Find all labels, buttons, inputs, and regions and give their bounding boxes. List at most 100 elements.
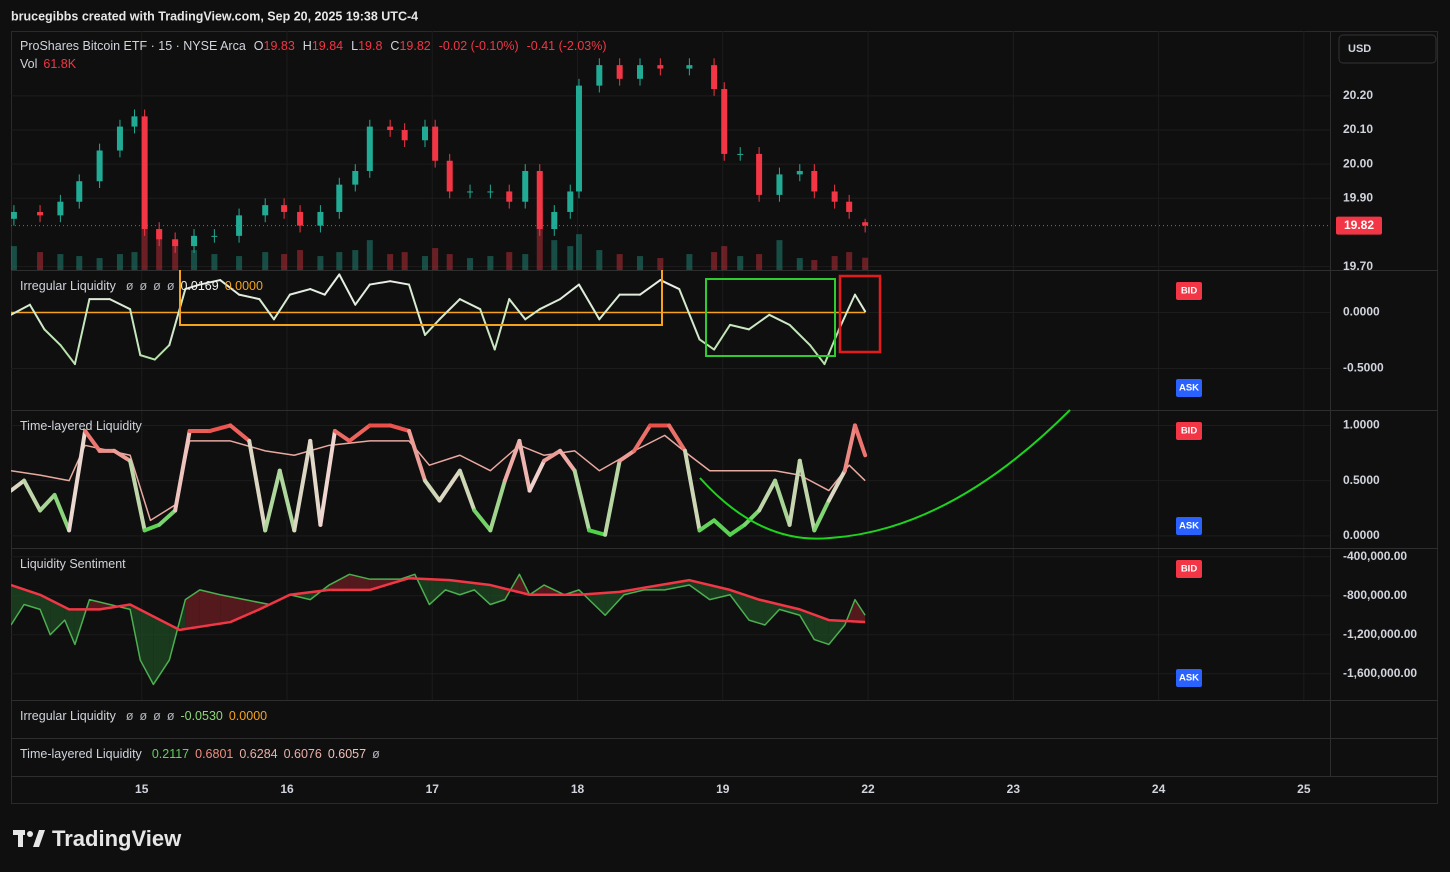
currency-box[interactable] xyxy=(1338,34,1437,64)
legend-title: Time-layered Liquidity xyxy=(20,747,143,761)
x-tick-label: 25 xyxy=(1297,782,1311,796)
ohlc-value: 19.8 xyxy=(358,39,382,53)
candle-body xyxy=(116,126,123,151)
ohlc-key: C xyxy=(390,39,399,53)
line-segment xyxy=(153,344,171,361)
area-fill xyxy=(474,583,491,605)
last-price-badge xyxy=(1336,216,1382,235)
volume-bar xyxy=(131,252,138,270)
line-segment xyxy=(524,308,541,321)
volume-bar xyxy=(536,210,543,270)
legend-value: ø xyxy=(153,279,161,293)
line-segment xyxy=(263,468,282,533)
side-badge-label: BID xyxy=(1181,564,1198,575)
volume-bar xyxy=(711,252,718,270)
candle-body xyxy=(336,184,343,212)
volume-bar xyxy=(37,252,44,270)
volume-bar xyxy=(467,258,474,270)
candle-body xyxy=(366,126,373,171)
line-segment xyxy=(407,428,428,483)
y-tick-label: -1,600,000.00 xyxy=(1343,666,1417,680)
area-fill xyxy=(89,599,110,610)
line-segment xyxy=(842,423,857,473)
candle-body xyxy=(636,65,643,79)
candle-body xyxy=(131,116,138,127)
volume-bar xyxy=(281,254,288,270)
line-segment xyxy=(292,438,313,533)
line-segment xyxy=(11,478,27,493)
line-segment xyxy=(389,280,411,286)
volume-bar xyxy=(862,257,869,270)
y-tick-label: 1.0000 xyxy=(1343,418,1380,432)
line-segment xyxy=(11,303,31,316)
volume-bar xyxy=(352,250,359,270)
line-segment xyxy=(208,423,233,433)
candle-body xyxy=(721,89,728,154)
candle-body xyxy=(536,170,543,230)
legend-value: 0.6801 xyxy=(195,747,233,761)
candle-body xyxy=(96,150,103,182)
candle-body xyxy=(432,126,439,161)
side-badge xyxy=(1176,669,1202,687)
volume-bar xyxy=(172,240,179,270)
y-tick-label: 0.5000 xyxy=(1343,473,1380,487)
volume-bar xyxy=(657,258,664,270)
last-price-label: 19.82 xyxy=(1344,218,1374,232)
volume-bar xyxy=(551,240,558,270)
volume-bar xyxy=(432,248,439,270)
drawings xyxy=(179,270,1071,540)
line-segment xyxy=(488,478,507,533)
candle-body xyxy=(487,191,494,193)
line-segment xyxy=(73,298,91,366)
legend-value: 0.0169 xyxy=(180,279,218,293)
line-segment xyxy=(742,508,762,527)
candle-body xyxy=(567,191,574,212)
area-fill xyxy=(185,589,200,629)
x-tick-label: 15 xyxy=(135,782,149,796)
line-segment xyxy=(22,478,43,513)
line-segment xyxy=(59,344,76,366)
line-segment xyxy=(347,423,372,443)
volume-bar xyxy=(831,256,838,270)
line-segment xyxy=(157,508,178,527)
candle-body xyxy=(191,235,198,247)
volume-bar xyxy=(756,254,763,270)
y-tick-label: 19.90 xyxy=(1343,190,1373,204)
line-segment xyxy=(28,303,46,331)
x-tick-label: 19 xyxy=(716,782,730,796)
area-fill xyxy=(854,599,866,623)
separators xyxy=(11,31,1438,777)
area-fill xyxy=(220,594,245,624)
area-fill xyxy=(490,585,505,605)
currency[interactable]: USD xyxy=(1348,43,1371,55)
candle-body xyxy=(401,130,408,141)
candle-body xyxy=(387,126,394,131)
area-fill xyxy=(709,585,731,600)
candle-body xyxy=(506,191,513,202)
line-segment xyxy=(238,293,261,301)
line-segment xyxy=(577,283,601,321)
candle-body xyxy=(141,116,148,230)
volume-bar xyxy=(57,254,64,270)
line-segment xyxy=(129,308,142,357)
line-segment xyxy=(638,279,662,296)
line-segment xyxy=(808,344,826,366)
line-segment xyxy=(142,522,162,533)
candle-body xyxy=(575,85,582,192)
ohlc-key: L xyxy=(351,39,358,53)
side-badge-label: BID xyxy=(1181,286,1198,297)
line-segment xyxy=(338,273,357,306)
x-tick-label: 23 xyxy=(1007,782,1021,796)
line-segment xyxy=(288,288,312,296)
line-segment xyxy=(112,448,133,463)
legend: Irregular Liquidity ø ø ø ø -0.0530 0.0000 xyxy=(20,709,267,723)
volume-bar xyxy=(317,256,324,270)
candle-body xyxy=(711,65,718,90)
line-segment xyxy=(332,428,352,443)
line-segment xyxy=(272,293,291,321)
ohlc-key: O xyxy=(254,39,264,53)
side-badge-label: BID xyxy=(1181,426,1198,437)
volume-bar xyxy=(96,258,103,270)
legend-title: Time-layered Liquidity xyxy=(20,419,143,433)
symbol-legend: ProShares Bitcoin ETF · 15 · NYSE Arca O1… xyxy=(20,39,607,53)
